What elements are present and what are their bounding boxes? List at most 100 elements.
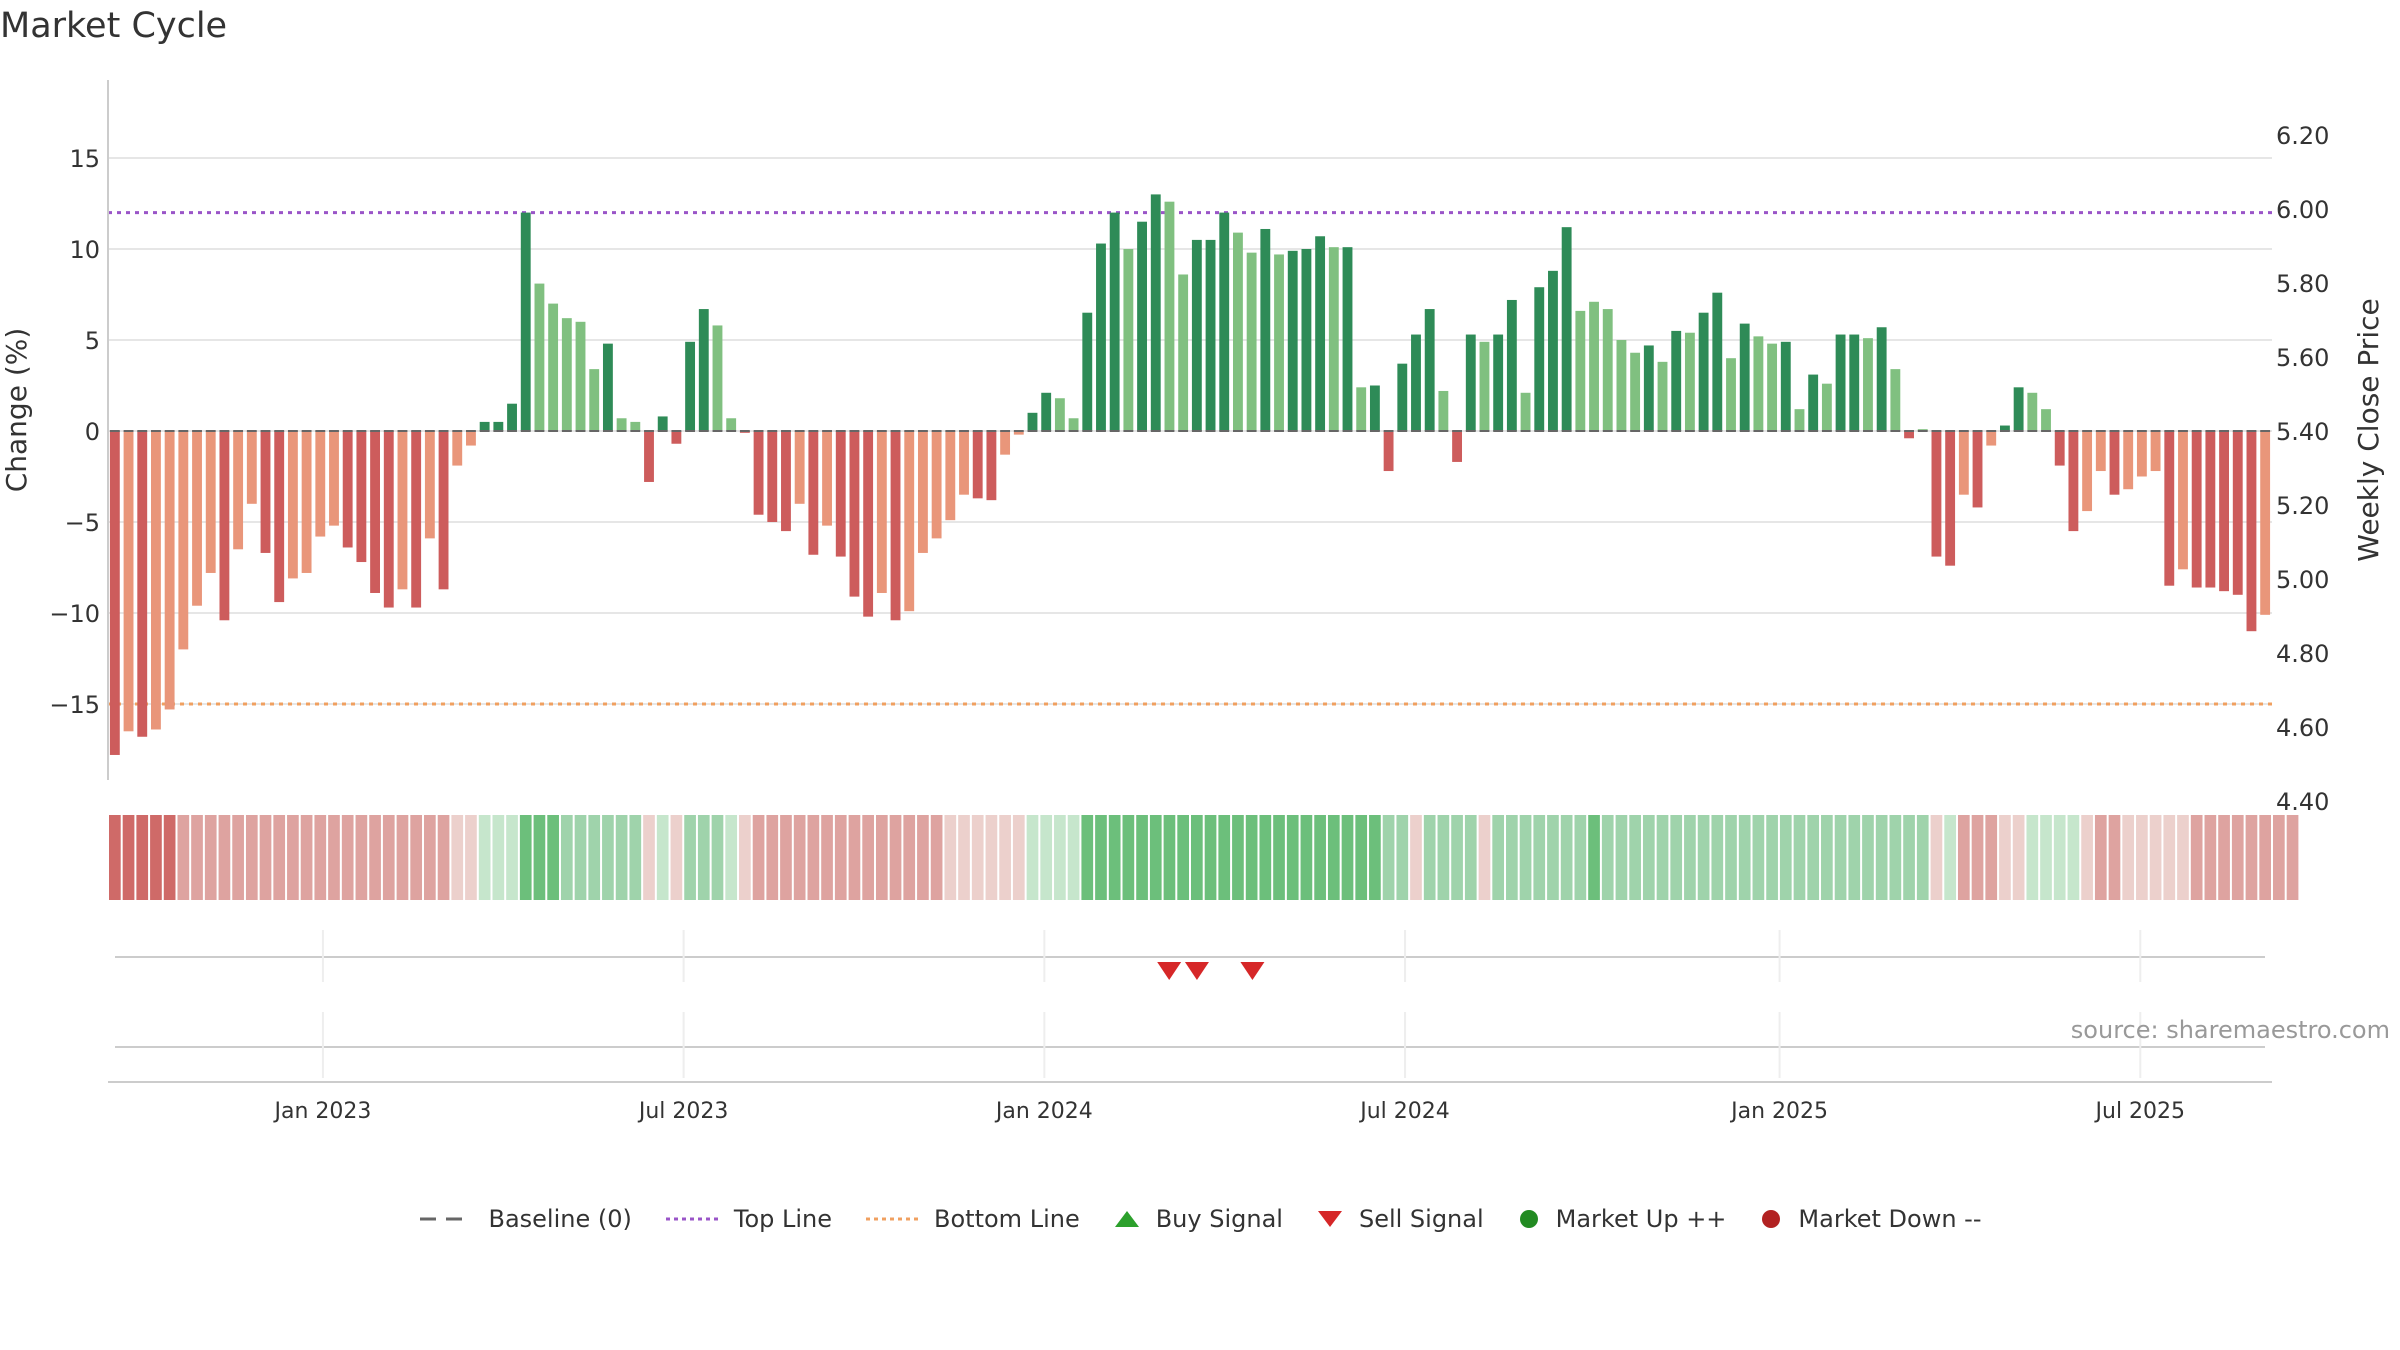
heat-cell — [328, 815, 340, 900]
legend-item-market-down[interactable]: Market Down -- — [1758, 1205, 1982, 1233]
heat-cell — [1012, 815, 1025, 900]
bar — [329, 431, 339, 526]
heat-cell — [1862, 815, 1874, 900]
heat-cell — [697, 815, 710, 900]
heat-cell — [930, 815, 943, 900]
bar — [2013, 387, 2024, 431]
bar — [1041, 392, 1052, 431]
bar — [1630, 352, 1641, 431]
bar — [1548, 270, 1558, 431]
bar — [1123, 249, 1134, 431]
bar — [2082, 431, 2093, 512]
bar — [1712, 292, 1723, 431]
bar — [2095, 431, 2106, 472]
bar — [767, 431, 778, 522]
y-tick-label: −10 — [49, 600, 100, 628]
heat-cell — [780, 815, 792, 900]
legend-label: Baseline (0) — [488, 1205, 632, 1233]
bar — [1260, 228, 1271, 431]
bar — [2205, 431, 2216, 588]
heat-cell — [2108, 815, 2121, 900]
bar — [438, 431, 449, 590]
heat-strip — [109, 815, 2299, 900]
heat-cell — [136, 815, 149, 900]
heat-cell — [1478, 815, 1491, 900]
bar — [1191, 239, 1202, 431]
y2-tick-label: 4.80 — [2276, 640, 2329, 668]
heat-cell — [218, 815, 231, 900]
heat-cell — [191, 815, 203, 900]
bar — [246, 431, 257, 504]
heat-cell — [917, 815, 929, 900]
heat-cell — [1232, 815, 1244, 900]
bar — [1808, 374, 1819, 431]
circle-red-icon — [1762, 1210, 1781, 1228]
heat-cell — [1916, 815, 1929, 900]
legend-item-top-line[interactable]: Top Line — [664, 1205, 832, 1233]
heat-cell — [1067, 815, 1080, 900]
bar — [520, 212, 531, 431]
heat-cell — [1588, 815, 1600, 900]
legend-item-baseline[interactable]: Baseline (0) — [418, 1205, 632, 1233]
heat-cell — [643, 815, 655, 900]
bar — [794, 431, 805, 504]
bar — [1274, 254, 1284, 431]
heat-cell — [1286, 815, 1299, 900]
heat-cell — [684, 815, 696, 900]
bar — [1999, 425, 2010, 431]
bar — [1356, 387, 1367, 431]
heat-cell — [1355, 815, 1368, 900]
bar — [1493, 334, 1504, 431]
heat-cell — [1752, 815, 1765, 900]
bar — [1301, 249, 1312, 431]
dotted-line-icon — [665, 1217, 718, 1221]
bar — [2109, 431, 2120, 495]
heat-cell — [2204, 815, 2217, 900]
legend-item-sell-signal[interactable]: Sell Signal — [1315, 1205, 1484, 1233]
chart-title: Market Cycle — [0, 6, 228, 46]
bar — [1575, 310, 1586, 431]
heat-cell — [1629, 815, 1641, 900]
heat-cell — [1903, 815, 1915, 900]
bar — [479, 421, 490, 431]
bar — [342, 431, 353, 548]
x-tick-label: Jul 2024 — [1358, 1099, 1450, 1124]
bar — [2041, 409, 2051, 431]
bar — [2178, 431, 2188, 570]
bar — [917, 431, 928, 553]
heat-cell — [1848, 815, 1861, 900]
legend-item-bottom-line[interactable]: Bottom Line — [864, 1205, 1080, 1233]
heat-cell — [2136, 815, 2148, 900]
bar — [1890, 369, 1901, 431]
bar — [602, 343, 613, 431]
heat-cell — [2053, 815, 2066, 900]
bar — [863, 431, 874, 617]
bar — [2246, 431, 2257, 632]
bar — [1561, 227, 1572, 431]
heat-cell — [1108, 815, 1121, 900]
bar — [849, 431, 860, 597]
heat-cell — [1711, 815, 1724, 900]
heat-cell — [889, 815, 902, 900]
legend-item-market-up[interactable]: Market Up ++ — [1516, 1205, 1726, 1233]
heat-cell — [875, 815, 888, 900]
heat-cell — [1684, 815, 1696, 900]
heat-cell — [369, 815, 381, 900]
bar — [2164, 431, 2175, 586]
bar — [1506, 299, 1517, 431]
bar — [712, 325, 723, 431]
heat-cell — [341, 815, 354, 900]
bar — [1986, 431, 1997, 446]
bar — [726, 418, 737, 431]
heat-cell — [793, 815, 806, 900]
heat-cell — [848, 815, 861, 900]
bar — [1739, 323, 1750, 431]
heat-cell — [1026, 815, 1039, 900]
bar — [1684, 332, 1695, 431]
bar — [1342, 247, 1353, 431]
bar — [534, 283, 545, 431]
heat-cell — [711, 815, 724, 900]
reference-lines — [108, 211, 2272, 706]
legend-item-buy-signal[interactable]: Buy Signal — [1112, 1205, 1283, 1233]
bar — [370, 431, 381, 593]
